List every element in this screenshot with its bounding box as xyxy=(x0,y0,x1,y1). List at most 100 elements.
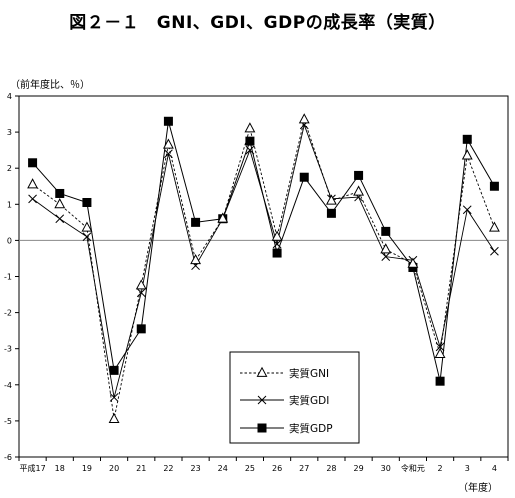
y-tick-label: 3 xyxy=(7,128,12,137)
x-marker-stroke xyxy=(435,342,445,352)
series-x-line xyxy=(32,123,495,398)
x-axis-ticks: 平成17 18 19 20 21 22 23 24 25 26 27 28 29 30 令和元 2 3 4 xyxy=(18,457,509,473)
series-square-group xyxy=(28,116,499,386)
x-marker-stroke xyxy=(136,288,146,298)
series-triangle-point xyxy=(298,113,310,124)
series-square-point xyxy=(299,172,309,182)
x-tick-label: 25 xyxy=(245,464,255,473)
series-square-point xyxy=(136,324,146,334)
series-x-point xyxy=(136,288,146,298)
legend-label-x: 実質GDI xyxy=(289,394,329,407)
series-x-point xyxy=(381,252,391,261)
series-square-point xyxy=(354,170,364,180)
y-tick-label: -2 xyxy=(4,309,12,318)
chart-title: 図２－１ GNI、GDI、GDPの成長率（実質） xyxy=(69,13,446,33)
series-square-point xyxy=(326,208,336,218)
series-triangle-point xyxy=(135,279,147,290)
y-axis-ticks: -6 -5 -4 -3 -2 -1 0 1 2 3 4 xyxy=(4,92,19,462)
x-marker-stroke xyxy=(257,395,267,405)
y-tick-label: -3 xyxy=(4,345,12,354)
series-triangle-point xyxy=(54,198,66,209)
y-tick-label: 4 xyxy=(7,92,12,101)
series-x-point xyxy=(245,145,255,155)
x-marker-stroke xyxy=(245,145,255,155)
series-x-point xyxy=(272,239,282,249)
series-square-point xyxy=(28,158,38,168)
series-triangle-point xyxy=(108,412,120,423)
y-tick-label: -5 xyxy=(4,417,12,426)
series-x-point xyxy=(55,214,65,224)
series-square-point xyxy=(109,365,119,375)
series-square-point xyxy=(489,181,499,191)
series-square-point xyxy=(435,376,445,386)
y-tick-label: 0 xyxy=(7,236,12,245)
x-tick-label: 29 xyxy=(353,464,363,473)
x-marker-stroke xyxy=(462,205,472,215)
series-triangle-point xyxy=(271,230,283,241)
series-triangle-point xyxy=(162,138,174,149)
series-triangle-point xyxy=(461,149,473,160)
x-tick-label: 24 xyxy=(218,464,228,473)
y-tick-label: -6 xyxy=(4,453,12,462)
series-square-point xyxy=(245,136,255,146)
series-triangle-point xyxy=(353,185,365,196)
series-triangle-point xyxy=(81,221,93,232)
y-tick-label: 1 xyxy=(7,200,12,209)
series-triangle-line xyxy=(32,117,495,420)
series-square-point xyxy=(272,248,282,258)
legend-marker-x xyxy=(257,395,267,405)
series-square-point xyxy=(381,226,391,236)
x-marker-stroke xyxy=(28,194,37,204)
series-layer xyxy=(27,113,500,423)
x-tick-label: 2 xyxy=(438,464,443,473)
x-tick-label: 3 xyxy=(465,464,470,473)
legend-label-triangle: 実質GNI xyxy=(289,367,329,380)
series-triangle-point xyxy=(27,178,39,189)
y-tick-label: -1 xyxy=(4,273,12,282)
y-tick-label: 2 xyxy=(7,164,12,173)
series-triangle-point xyxy=(190,253,202,265)
x-tick-label: 23 xyxy=(190,464,200,473)
x-tick-label: 令和元 xyxy=(401,463,425,473)
x-marker-stroke xyxy=(82,232,92,242)
series-square-point xyxy=(55,188,65,198)
series-x-point xyxy=(462,205,472,215)
x-tick-label: 22 xyxy=(163,464,173,473)
series-x-group xyxy=(28,120,499,402)
legend: 実質GNI 実質GDI 実質GDP xyxy=(229,351,360,444)
series-triangle-point xyxy=(488,221,500,232)
x-tick-label: 18 xyxy=(55,464,65,473)
x-marker-stroke xyxy=(55,214,65,224)
series-triangle-point xyxy=(380,243,392,254)
x-marker-stroke xyxy=(164,149,173,159)
legend-label-square: 実質GDP xyxy=(289,422,333,435)
x-tick-label: 19 xyxy=(82,464,92,473)
x-tick-label: 21 xyxy=(136,464,146,473)
series-square-point xyxy=(191,217,201,227)
x-tick-label: 20 xyxy=(109,464,119,473)
x-tick-label: 26 xyxy=(272,464,282,473)
x-marker-stroke xyxy=(490,246,499,256)
series-square-point xyxy=(462,134,472,144)
series-x-point xyxy=(82,232,92,242)
series-square-point xyxy=(82,197,92,207)
y-axis-unit-label: （前年度比、％） xyxy=(10,78,90,91)
series-triangle-point xyxy=(325,194,337,205)
x-tick-label: 平成17 xyxy=(19,463,45,473)
x-marker-stroke xyxy=(381,252,391,261)
y-tick-label: -4 xyxy=(4,381,12,390)
legend-marker-square xyxy=(257,423,267,433)
series-triangle-point xyxy=(434,347,446,359)
series-triangle-point xyxy=(407,257,419,268)
series-triangle-point xyxy=(244,122,256,133)
legend-marker-triangle xyxy=(256,366,268,377)
series-square-line xyxy=(32,121,495,382)
series-square-point xyxy=(163,116,173,126)
x-tick-label: 4 xyxy=(492,464,497,473)
x-tick-label: 30 xyxy=(381,464,391,473)
series-triangle-point xyxy=(217,212,229,223)
series-x-point xyxy=(28,194,37,204)
x-tick-label: 28 xyxy=(326,464,336,473)
x-axis-unit-label: （年度） xyxy=(458,481,498,494)
